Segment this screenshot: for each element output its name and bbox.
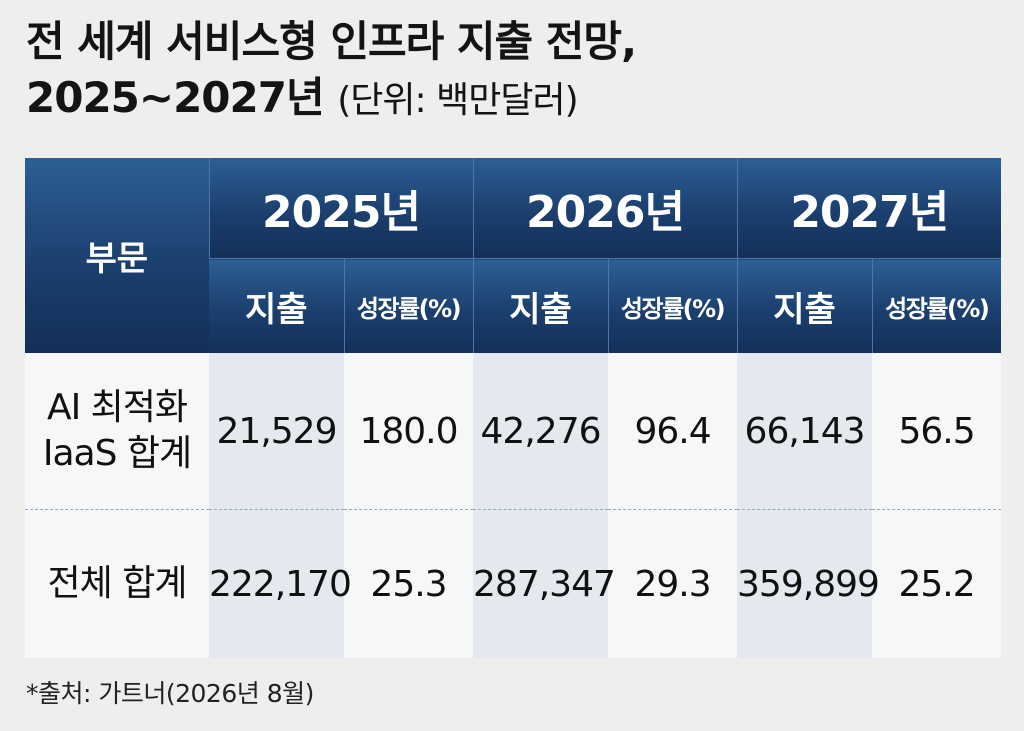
- sector-label-line: 전체 합계: [47, 563, 188, 604]
- title-unit: (단위: 백만달러): [337, 80, 578, 121]
- growth-header-2027: 성장률(%): [871, 258, 1002, 353]
- year-header-2027: 2027년: [736, 158, 1002, 259]
- table-row-total: 전체 합계 222,170 25.3 287,347 29.3 359,899 …: [25, 509, 1002, 658]
- spend-header-2025: 지출: [209, 258, 344, 353]
- spend-header-2026: 지출: [472, 258, 609, 353]
- spend-cell-2026: 287,347: [473, 509, 616, 658]
- sector-label-line: IaaS 합계: [42, 433, 192, 474]
- sector-label-line: AI 최적화: [46, 387, 188, 428]
- year-header-2026: 2026년: [472, 158, 738, 259]
- sector-cell-total: 전체 합계: [25, 509, 209, 658]
- growth-header-2025: 성장률(%): [343, 258, 474, 353]
- sector-cell-ai-iaas: AI 최적화 IaaS 합계: [25, 353, 209, 510]
- growth-cell-2027: 25.2: [872, 509, 1002, 658]
- table-row-ai-iaas: AI 최적화 IaaS 합계 21,529 180.0 42,276 96.4 …: [25, 353, 1002, 510]
- sector-header: 부문: [25, 158, 209, 353]
- spend-header-2027: 지출: [736, 258, 873, 353]
- growth-cell-2025: 25.3: [344, 509, 474, 658]
- page-title: 전 세계 서비스형 인프라 지출 전망, 2025~2027년 (단위: 백만달…: [26, 14, 1006, 129]
- spend-cell-2026: 42,276: [473, 353, 609, 510]
- year-header-2025: 2025년: [208, 158, 474, 259]
- spend-cell-2027: 359,899: [737, 509, 880, 658]
- spend-cell-2025: 21,529: [209, 353, 344, 510]
- spend-cell-2025: 222,170: [209, 509, 352, 658]
- growth-cell-2025: 180.0: [344, 353, 474, 510]
- title-line-1: 전 세계 서비스형 인프라 지출 전망,: [26, 17, 637, 66]
- spend-cell-2027: 66,143: [737, 353, 873, 510]
- header-row-metrics: 지출 성장률(%) 지출 성장률(%) 지출 성장률(%): [25, 258, 1002, 353]
- title-years: 2025~2027년: [26, 73, 325, 122]
- title-line-2: 2025~2027년 (단위: 백만달러): [26, 70, 1006, 129]
- source-note: *출처: 가트너(2026년 8월): [26, 679, 314, 708]
- spending-table: 부문 2025년 2026년 2027년 지출 성장률(%) 지출 성장률(%)…: [25, 158, 1002, 658]
- header-row-years: 부문 2025년 2026년 2027년: [25, 158, 1002, 353]
- growth-cell-2026: 29.3: [608, 509, 738, 658]
- growth-cell-2026: 96.4: [608, 353, 738, 510]
- growth-cell-2027: 56.5: [872, 353, 1002, 510]
- growth-header-2026: 성장률(%): [607, 258, 738, 353]
